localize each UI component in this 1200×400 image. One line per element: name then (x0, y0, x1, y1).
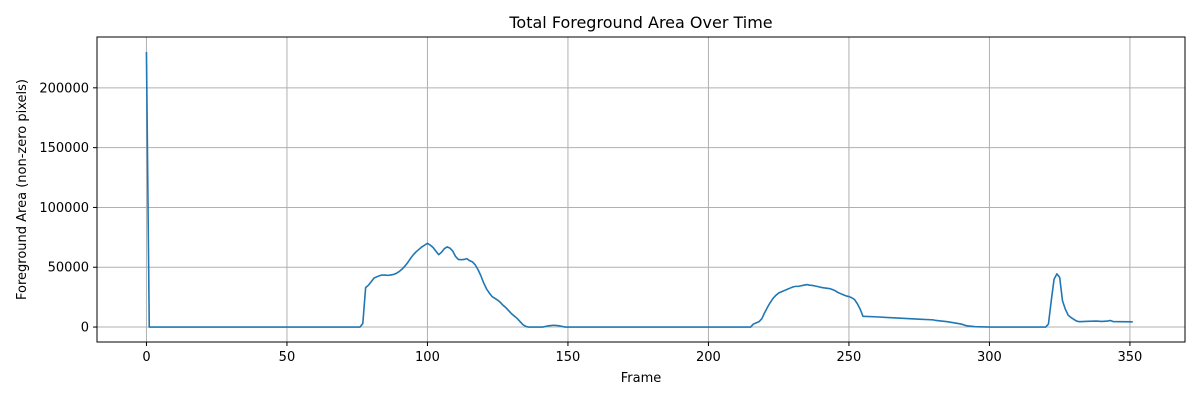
plot-frame (96, 36, 1186, 343)
y-tick-label: 200000 (39, 81, 89, 96)
x-tick-label: 300 (977, 350, 1002, 365)
x-tick-label: 100 (415, 350, 440, 365)
chart-title: Total Foreground Area Over Time (508, 13, 772, 32)
x-tick-label: 250 (837, 350, 862, 365)
y-axis: 0 50000 100000 150000 200000 (39, 81, 97, 336)
x-tick-label: 350 (1118, 350, 1143, 365)
x-axis: 0 50 100 150 200 250 300 350 (142, 342, 1142, 365)
grid (97, 37, 1185, 342)
series-line (145, 51, 1133, 328)
x-tick-label: 0 (142, 350, 150, 365)
x-tick-label: 150 (556, 350, 581, 365)
series-layer (145, 51, 1133, 328)
y-tick-label: 0 (81, 321, 89, 336)
y-tick-label: 150000 (39, 141, 89, 156)
x-tick-label: 50 (279, 350, 296, 365)
y-axis-label: Foreground Area (non-zero pixels) (15, 79, 30, 300)
y-tick-label: 100000 (39, 201, 89, 216)
x-axis-label: Frame (621, 371, 662, 386)
x-tick-label: 200 (696, 350, 721, 365)
y-tick-label: 50000 (48, 261, 89, 276)
